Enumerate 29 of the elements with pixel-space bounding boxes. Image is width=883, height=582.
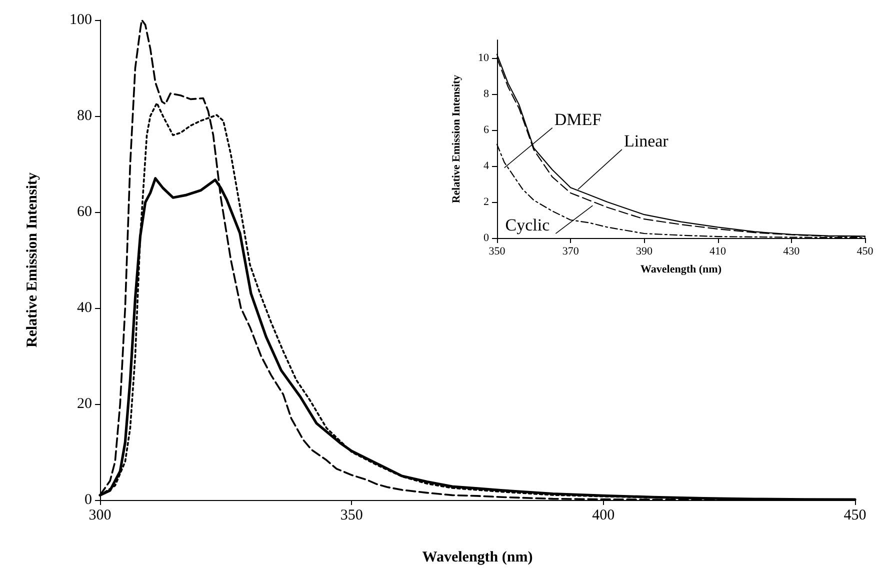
- annotation: Cyclic: [505, 216, 550, 235]
- y-tick-label: 80: [77, 108, 92, 124]
- y-tick-label: 40: [77, 300, 92, 316]
- x-tick-label: 390: [636, 246, 653, 258]
- x-tick-label: 410: [710, 246, 727, 258]
- annotation: DMEF: [554, 110, 602, 129]
- y-axis-title: Relative Emission Intensity: [450, 74, 462, 204]
- y-tick-label: 100: [70, 12, 92, 28]
- x-tick-label: 350: [488, 246, 506, 258]
- x-tick-label: 430: [783, 246, 800, 258]
- x-axis-title: Wavelength (nm): [422, 550, 533, 566]
- y-tick-label: 2: [484, 196, 489, 208]
- y-tick-label: 10: [478, 52, 490, 64]
- annotation: Linear: [624, 131, 669, 150]
- y-tick-label: 6: [484, 124, 490, 136]
- y-tick-label: 8: [484, 88, 490, 100]
- x-tick-label: 450: [844, 508, 866, 524]
- x-tick-label: 300: [88, 508, 112, 524]
- y-axis-title: Relative Emission Intensity: [24, 172, 40, 348]
- x-tick-label: 450: [856, 246, 874, 258]
- y-tick-label: 60: [77, 204, 92, 220]
- x-tick-label: 400: [592, 508, 615, 524]
- x-tick-label: 350: [340, 508, 363, 524]
- x-tick-label: 370: [562, 246, 580, 258]
- y-tick-label: 0: [84, 492, 92, 508]
- y-tick-label: 20: [77, 396, 92, 412]
- y-tick-label: 0: [484, 232, 490, 244]
- y-tick-label: 4: [484, 160, 490, 172]
- x-axis-title: Wavelength (nm): [640, 264, 722, 276]
